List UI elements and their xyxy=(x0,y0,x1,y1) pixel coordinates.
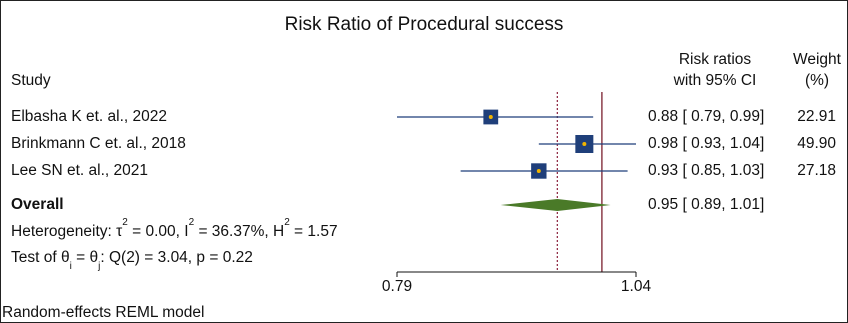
test-of-theta: Test of θi = θj: Q(2) = 3.04, p = 0.22 xyxy=(11,249,253,272)
model-note: Random-effects REML model xyxy=(2,304,205,321)
study-point-estimate xyxy=(582,142,587,146)
overall-diamond xyxy=(500,199,611,211)
x-axis-tick-label: 0.79 xyxy=(382,278,412,295)
study-weight: 27.18 xyxy=(797,162,836,179)
i2-value: = 36.37%, H xyxy=(194,223,285,240)
heterogeneity-stats: Heterogeneity: τ2 = 0.00, I2 = 36.37%, H… xyxy=(11,217,338,241)
weight-header-line1: Weight xyxy=(793,51,841,68)
study-point-estimate xyxy=(536,169,541,173)
tau2-value: = 0.00, I xyxy=(127,223,189,240)
h2-value: = 1.57 xyxy=(289,223,338,240)
study-ci-text: 0.88 [ 0.79, 0.99] xyxy=(648,108,765,125)
x-axis-tick-label: 1.04 xyxy=(621,278,652,295)
weight-header-line2: (%) xyxy=(804,72,830,89)
study-label: Lee SN et. al., 2021 xyxy=(11,162,149,179)
test-mid: = θ xyxy=(71,249,99,266)
study-weight: 22.91 xyxy=(797,108,836,125)
study-ci-text: 0.98 [ 0.93, 1.04] xyxy=(648,135,765,152)
test-prefix: Test of θ xyxy=(11,249,70,266)
study-label: Brinkmann C et. al., 2018 xyxy=(11,135,186,152)
theta-j-subscript: j xyxy=(98,261,101,273)
h2-superscript: 2 xyxy=(284,216,290,228)
estimate-header-line1: Risk ratios xyxy=(678,51,752,68)
estimate-header-line2: with 95% CI xyxy=(673,72,757,89)
study-ci-text: 0.93 [ 0.85, 1.03] xyxy=(648,162,765,179)
study-weight: 49.90 xyxy=(797,135,836,152)
tau2-superscript: 2 xyxy=(122,216,128,228)
heterogeneity-prefix: Heterogeneity: τ xyxy=(11,223,123,240)
overall-ci-text: 0.95 [ 0.89, 1.01] xyxy=(648,196,765,213)
theta-i-subscript: i xyxy=(69,261,72,273)
chart-title: Risk Ratio of Procedural success xyxy=(284,14,564,35)
i2-superscript: 2 xyxy=(188,216,195,228)
study-column-header: Study xyxy=(11,72,51,89)
study-point-estimate xyxy=(488,115,493,119)
overall-label: Overall xyxy=(11,196,64,213)
study-label: Elbasha K et. al., 2022 xyxy=(11,108,167,125)
test-result: : Q(2) = 3.04, p = 0.22 xyxy=(100,249,253,266)
